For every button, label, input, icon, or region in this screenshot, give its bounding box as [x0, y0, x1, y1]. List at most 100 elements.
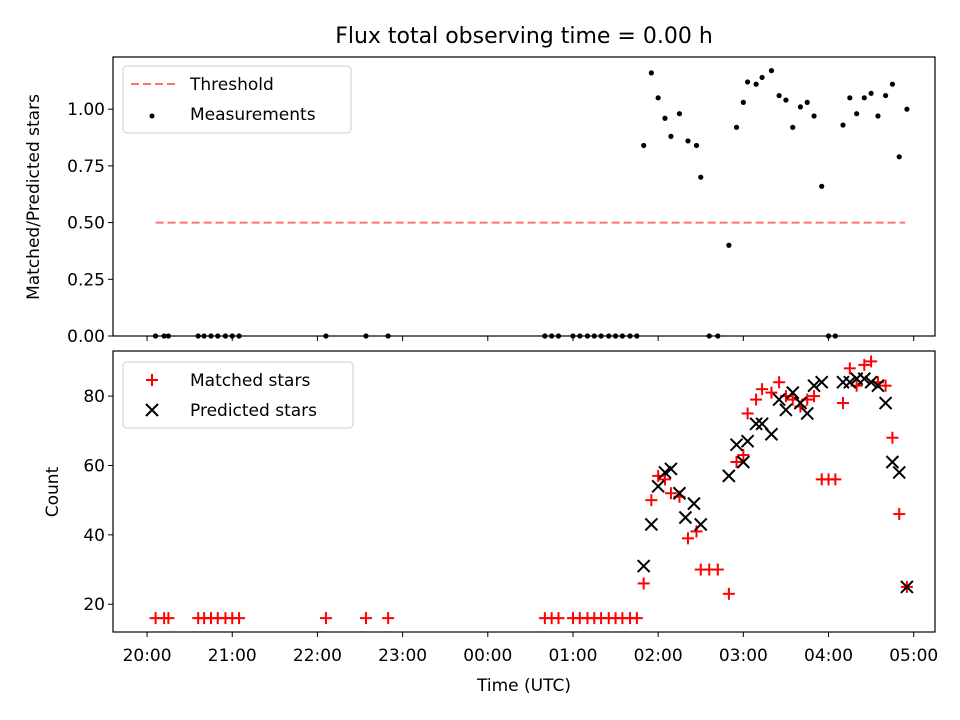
top-y-tick-label: 0.50 — [67, 214, 105, 234]
bottom-legend-box — [122, 361, 354, 429]
top-axes-frame — [112, 56, 936, 337]
predicted-star-marker — [786, 385, 800, 400]
predicted-star-marker — [836, 375, 850, 389]
top-y-tick-label: 1.00 — [67, 100, 105, 120]
predicted-star-marker — [644, 517, 659, 532]
measurement-point — [861, 95, 867, 101]
bottom-x-tick-label: 04:00 — [804, 646, 853, 666]
matched-star-marker — [756, 383, 769, 396]
bottom-y-tick-label: 40 — [83, 526, 105, 546]
predicted-star-marker — [900, 580, 914, 594]
measurement-point — [854, 111, 860, 117]
predicted-star-marker — [749, 417, 763, 431]
measurement-point — [847, 95, 853, 101]
matched-star-marker — [681, 532, 694, 545]
matched-star-marker — [637, 577, 650, 590]
predicted-star-marker — [694, 517, 708, 532]
predicted-star-marker — [687, 496, 701, 511]
measurement-point — [641, 142, 647, 149]
predicted-star-marker — [678, 510, 693, 525]
bottom-x-tick-label: 00:00 — [463, 646, 512, 666]
measurement-point — [726, 242, 732, 248]
measurement-point — [776, 92, 782, 99]
bottom-x-tick-label: 20:00 — [123, 646, 172, 666]
predicted-star-marker — [664, 462, 678, 476]
matched-star-marker — [886, 431, 899, 444]
bottom-x-axis-label: Time (UTC) — [476, 676, 571, 696]
top-y-tick-label: 0.75 — [67, 157, 105, 177]
predicted-star-marker — [672, 486, 687, 500]
predicted-star-marker — [764, 427, 779, 441]
measurement-point — [648, 70, 654, 76]
measurement-point — [693, 142, 700, 149]
bottom-x-tick-label: 03:00 — [719, 646, 768, 666]
measurement-point — [783, 97, 789, 103]
bottom-legend: Matched stars Predicted stars — [122, 361, 354, 429]
measurement-point — [868, 90, 874, 96]
measurement-point — [740, 99, 746, 105]
top-legend-box — [122, 65, 352, 134]
predicted-star-marker — [807, 378, 821, 393]
measurement-point — [882, 92, 889, 99]
measurement-point — [768, 68, 775, 74]
top-x-axis-ticks — [146, 336, 915, 341]
bottom-x-tick-label: 22:00 — [293, 646, 342, 666]
predicted-star-marker — [885, 455, 900, 469]
matched-star-marker — [843, 362, 856, 375]
matched-star-marker — [858, 358, 871, 371]
bottom-x-tick-label: 01:00 — [548, 646, 597, 666]
predicted-star-marker — [843, 375, 857, 389]
measurements-legend-swatch — [149, 113, 155, 119]
bottom-x-tick-label: 02:00 — [634, 646, 683, 666]
predicted-star-marker — [878, 396, 893, 410]
matched-star-marker — [741, 407, 754, 420]
matched-star-marker — [630, 612, 643, 625]
chart-title: Flux total observing time = 0.00 h — [335, 24, 713, 49]
predicted-star-marker — [793, 396, 808, 410]
matched-star-marker — [829, 473, 842, 486]
measurement-point — [662, 115, 668, 121]
matched-star-marker — [690, 525, 703, 538]
predicted-star-marker — [772, 392, 786, 407]
measurement-point — [753, 81, 759, 87]
measurement-point — [896, 154, 902, 160]
measurement-point — [840, 122, 846, 128]
top-y-tick-label: 0.25 — [67, 270, 105, 290]
measurement-point — [889, 81, 896, 87]
matched-star-marker — [382, 612, 395, 625]
predicted-star-marker — [864, 375, 878, 389]
matched-star-marker — [808, 390, 821, 403]
bottom-x-tick-label: 21:00 — [208, 646, 257, 666]
measurement-point — [655, 95, 661, 101]
bottom-y-tick-label: 80 — [83, 387, 105, 407]
measurement-point — [797, 104, 804, 110]
matched-star-marker — [865, 355, 878, 368]
measurement-point — [685, 138, 691, 144]
predicted-star-marker — [892, 465, 906, 480]
top-y-tick-label: 0.00 — [67, 327, 105, 347]
measurement-point — [790, 124, 796, 130]
measurement-point — [698, 174, 704, 180]
matched-star-marker — [359, 612, 372, 625]
matched-legend-swatch — [146, 374, 158, 386]
threshold-legend-label: Threshold — [189, 75, 274, 95]
predicted-legend-swatch — [145, 403, 159, 417]
bottom-x-axis: 20:00 21:00 22:00 23:00 00:00 01:00 02:00 03:00… — [123, 632, 938, 666]
bottom-y-axis-label: Count — [43, 466, 63, 517]
matched-star-marker — [658, 473, 671, 486]
predicted-star-marker — [815, 375, 829, 389]
top-y-axis-label: Matched/Predicted stars — [24, 94, 44, 300]
bottom-axes-frame — [112, 350, 936, 633]
predicted-star-marker — [729, 437, 744, 452]
measurement-point — [811, 113, 817, 119]
predicted-star-marker — [871, 378, 885, 393]
measurement-point — [733, 124, 740, 130]
measurement-point — [804, 99, 810, 105]
predicted-star-marker — [800, 406, 814, 421]
matched-star-marker — [722, 587, 735, 600]
matched-star-marker — [233, 612, 246, 625]
bottom-data-layer — [149, 355, 914, 625]
matched-star-marker — [552, 612, 565, 625]
predicted-star-marker — [740, 434, 755, 448]
predicted-star-marker — [722, 469, 736, 483]
